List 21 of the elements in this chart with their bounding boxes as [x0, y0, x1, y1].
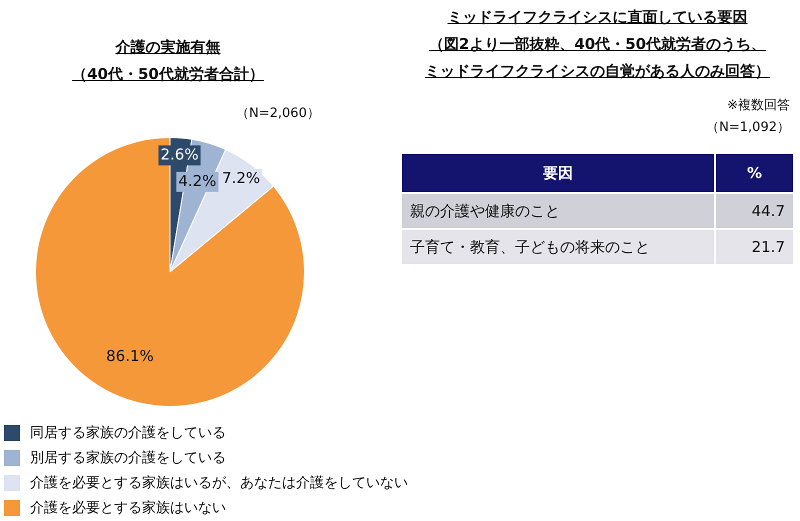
text: （N=2,060）: [236, 105, 320, 122]
legend-label: 別居する家族の介護をしている: [30, 448, 226, 466]
data-label: 21.7: [716, 230, 793, 264]
chart-subtitle: （40代・50代就労者合計）: [72, 65, 264, 83]
legend-label: 介護を必要とする家族はいるが、あなたは介護をしていない: [30, 474, 408, 492]
data-label: 7.2%: [222, 168, 260, 187]
text: %: [716, 154, 793, 192]
text: ※複数回答: [727, 97, 790, 114]
text: ミッドライフクライシスに直面している要因: [448, 8, 748, 26]
chart-title: 介護の実施有無: [116, 38, 220, 56]
text: 要因: [402, 154, 714, 192]
legend-label: 介護を必要とする家族はいない: [30, 498, 226, 516]
data-label: 4.2%: [178, 172, 216, 190]
text: （図2より一部抜粋、40代・50代就労者のうち、ミッドライフクライシスの自覚がある人のみ回答）: [425, 35, 770, 80]
data-label: 86.1%: [106, 347, 154, 366]
category-label: 子育て・教育、子どもの将来のこと: [402, 230, 714, 264]
data-label: 44.7: [716, 194, 793, 228]
category-label: 親の介護や健康のこと: [402, 194, 714, 228]
data-label: 2.6%: [160, 145, 199, 164]
legend-label: 同居する家族の介護をしている: [30, 424, 226, 442]
text: （N=1,092）: [706, 119, 790, 136]
